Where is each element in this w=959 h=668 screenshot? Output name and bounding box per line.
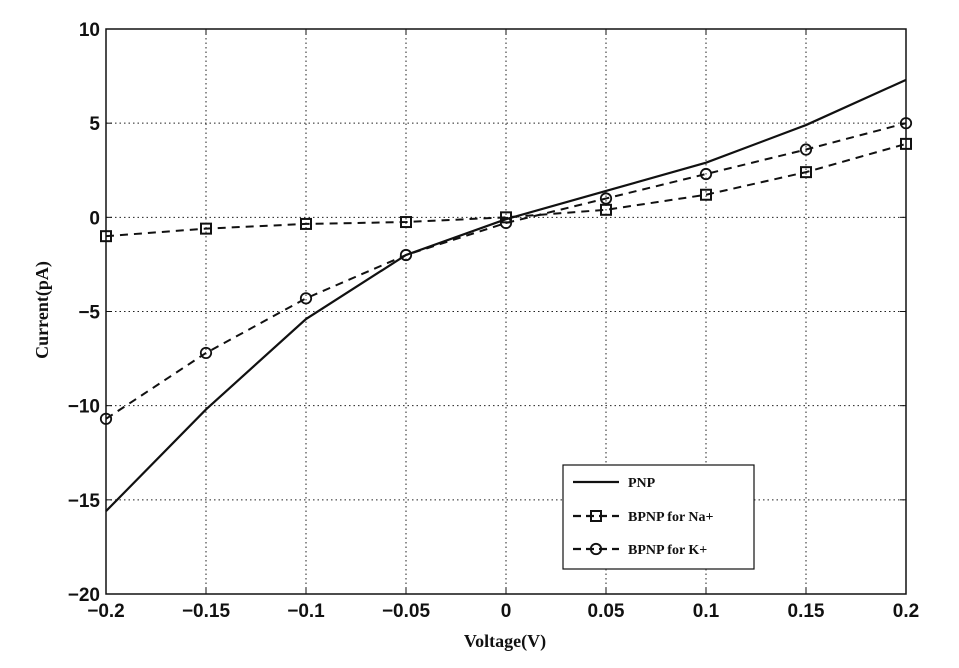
x-tick-label: 0.05 xyxy=(588,601,625,622)
legend-label-3: BPNP for K+ xyxy=(628,543,707,558)
series-line-3 xyxy=(105,122,907,420)
y-tick-label: 5 xyxy=(89,114,100,135)
series-3-marker xyxy=(499,216,513,230)
series-line-2 xyxy=(105,142,907,238)
y-tick-label: 10 xyxy=(79,20,100,41)
x-tick-label: 0 xyxy=(501,601,512,622)
x-tick-label: −0.1 xyxy=(287,601,325,622)
legend-label-2: BPNP for Na+ xyxy=(628,510,714,525)
y-tick-label: −5 xyxy=(78,303,100,324)
series-2-marker xyxy=(600,203,612,216)
series-2-marker xyxy=(500,211,512,224)
series-2-marker xyxy=(800,166,812,179)
x-tick-label: 0.15 xyxy=(788,601,825,622)
series-3-marker xyxy=(299,292,313,305)
series-3-marker xyxy=(199,346,213,360)
y-tick-label: −20 xyxy=(68,585,100,606)
legend-marker-3 xyxy=(589,542,603,556)
y-tick-label: −15 xyxy=(68,491,101,512)
series-3-marker xyxy=(599,192,613,205)
x-tick-label: 0.1 xyxy=(693,601,720,622)
y-tick-label: −10 xyxy=(68,397,100,418)
legend-label-1: PNP xyxy=(628,476,656,491)
x-axis-title: Voltage(V) xyxy=(464,631,546,652)
grid xyxy=(106,29,906,594)
legend-marker-2 xyxy=(590,510,602,522)
legend: PNP BPNP for Na+ BPNP for K+ xyxy=(562,464,755,570)
y-axis-title: Current(pA) xyxy=(32,261,53,359)
x-tick-label: −0.15 xyxy=(182,601,231,622)
series-3-marker xyxy=(699,167,713,181)
series-3-marker xyxy=(399,248,413,262)
series-3-marker xyxy=(799,143,813,156)
x-tick-label: −0.05 xyxy=(382,601,431,622)
series-lines xyxy=(105,78,907,512)
series-line-1 xyxy=(105,78,907,512)
series-markers xyxy=(99,117,913,425)
series-2-marker xyxy=(400,216,412,229)
y-tick-label: 0 xyxy=(89,208,100,229)
x-tick-label: −0.2 xyxy=(87,601,125,622)
tick-labels: −0.2 −0.15 −0.1 −0.05 0 0.05 0.1 0.15 0.2 10 5 0 −5 −… xyxy=(68,20,919,622)
series-2-marker xyxy=(300,217,312,230)
x-tick-label: 0.2 xyxy=(893,601,919,622)
series-2-marker xyxy=(200,222,212,235)
series-2-marker xyxy=(700,188,712,201)
